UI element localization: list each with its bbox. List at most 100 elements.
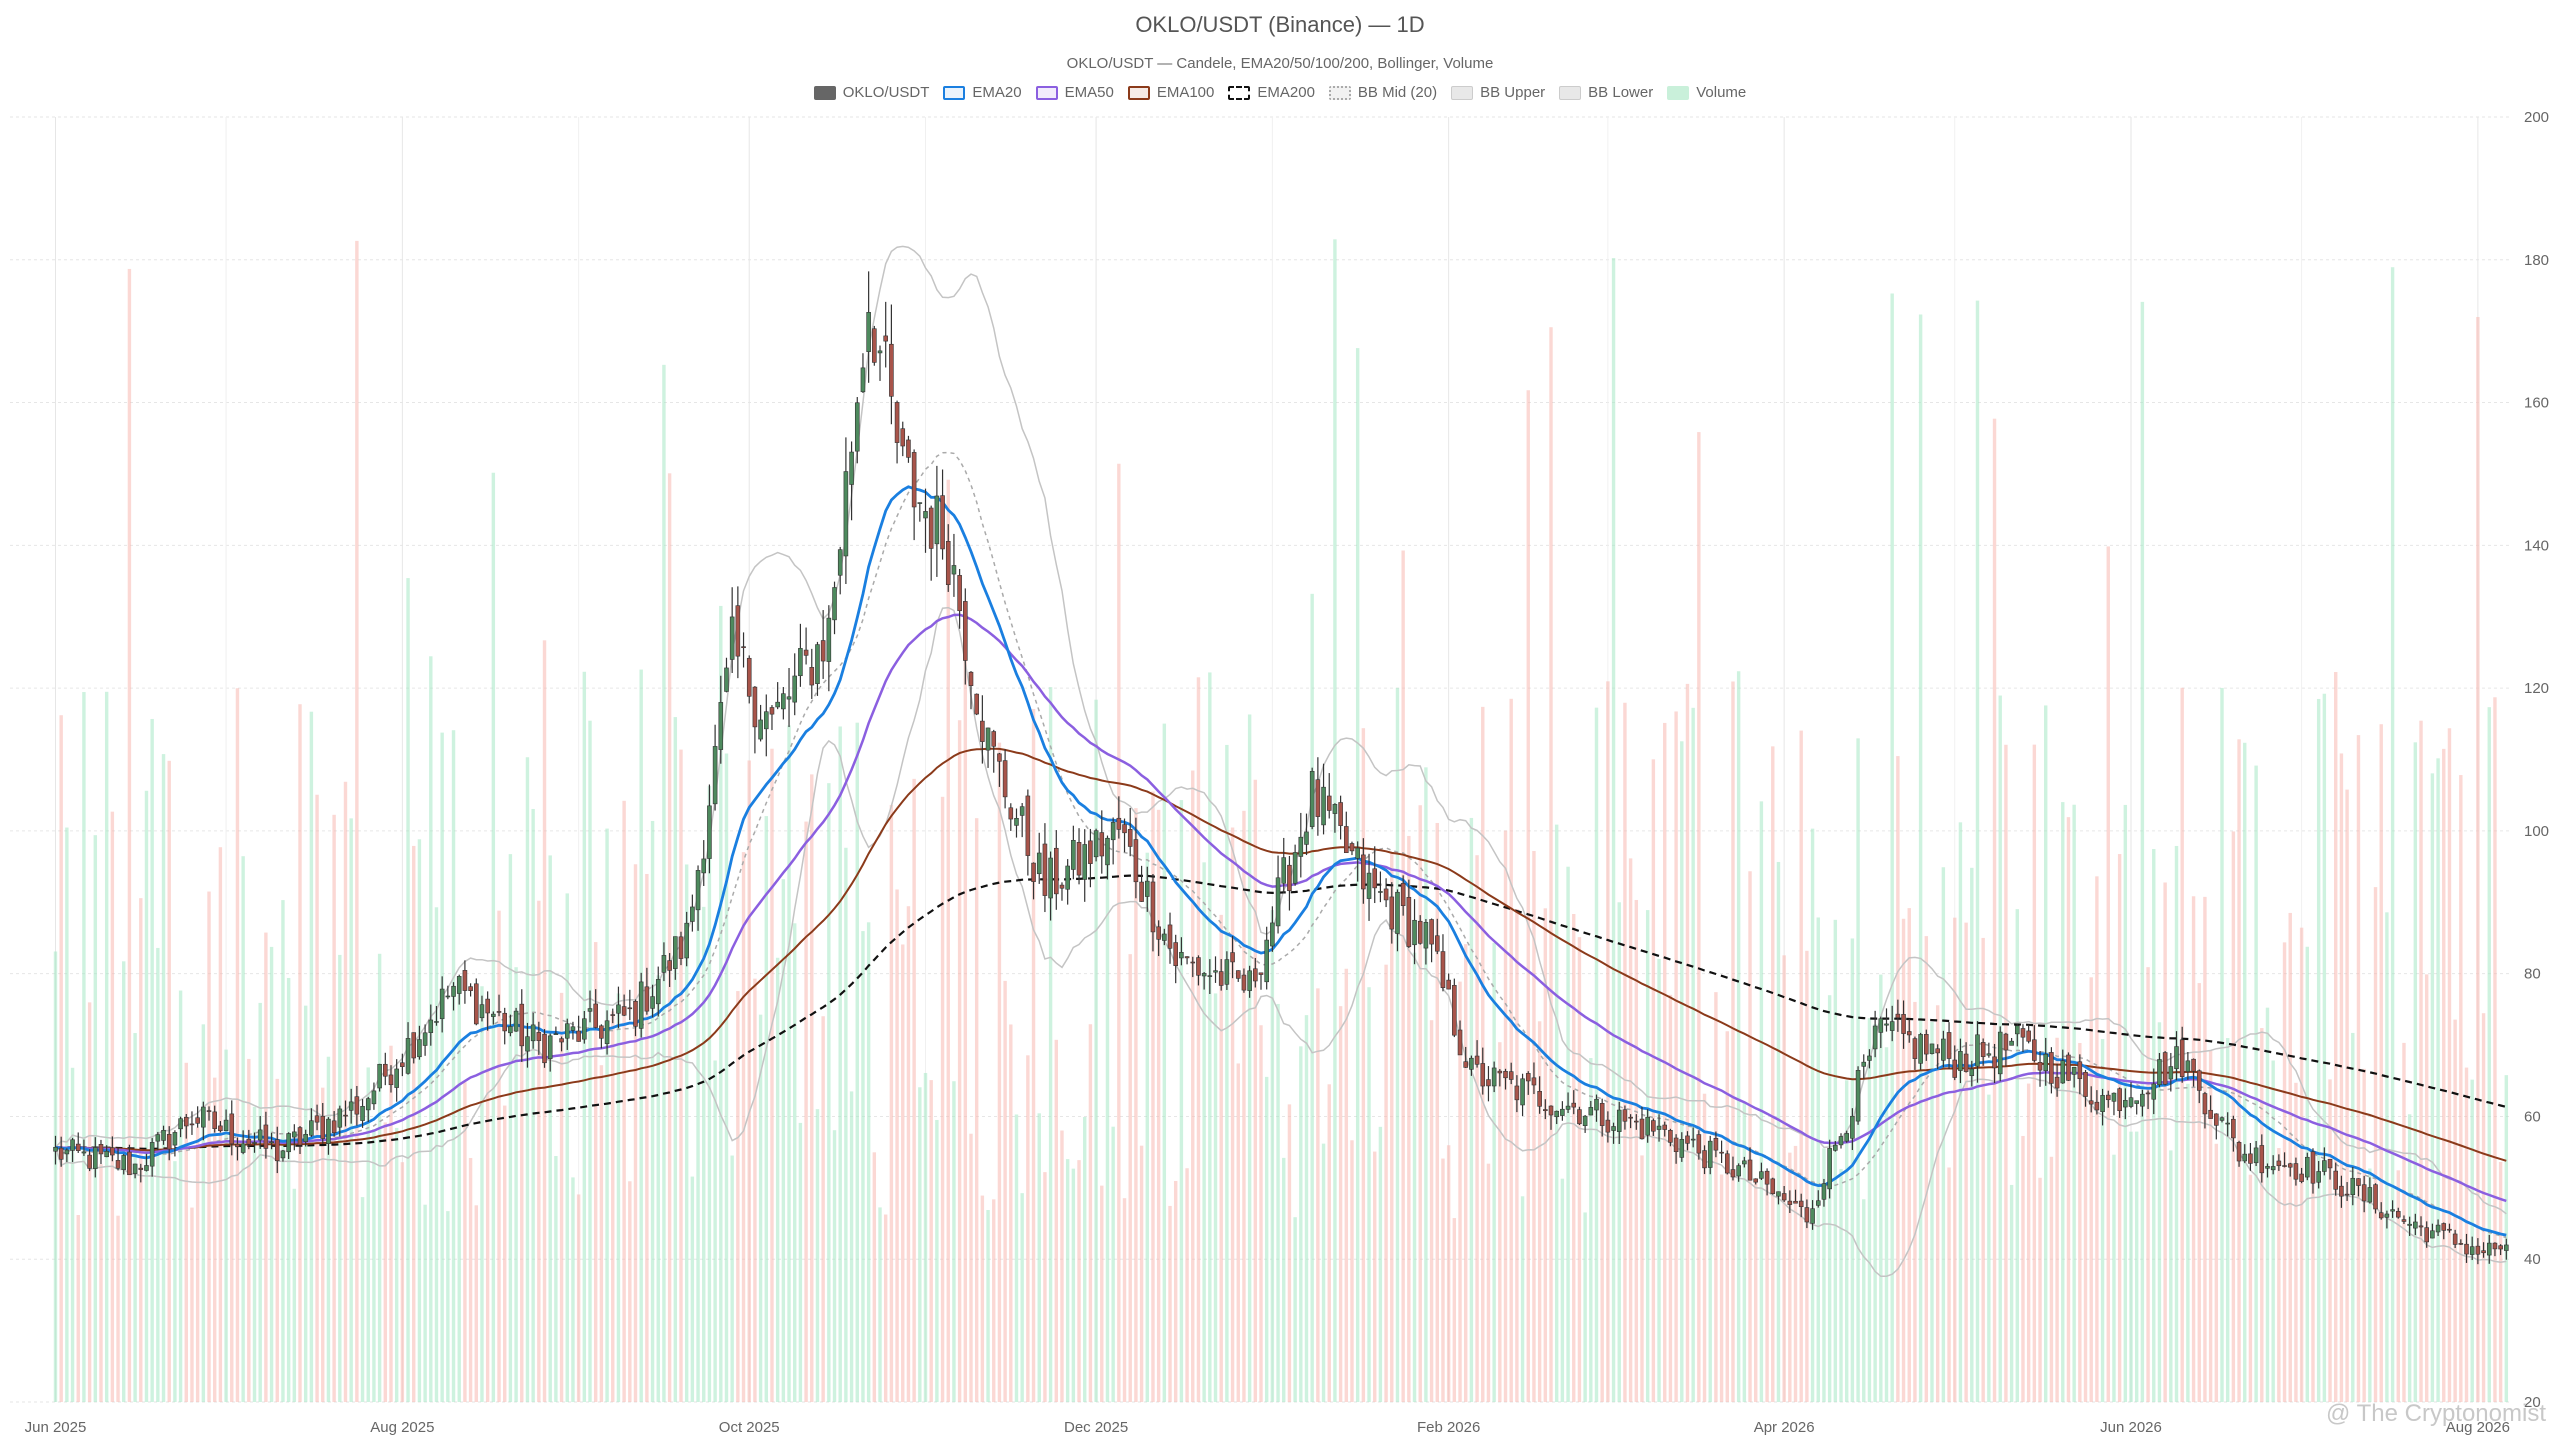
candle-body [2242,1153,2248,1162]
legend-item-ema200[interactable]: EMA200 [1228,84,1315,101]
candle-body [354,1096,360,1115]
candle-body [309,1120,314,1136]
candle-body [1406,897,1412,947]
legend-item-bb-mid[interactable]: BB Mid (20) [1328,84,1437,101]
volume-bar [1890,293,1894,1402]
volume-bar [2396,1170,2400,1402]
candle-body [1400,883,1406,906]
volume-bar [247,1058,251,1402]
volume-bar [1373,1151,1377,1402]
volume-bar [2351,1032,2355,1402]
candle-body [1599,1103,1605,1126]
candle-body [1924,1034,1929,1055]
candle-body [1508,1071,1514,1080]
candle-body [1423,922,1429,949]
candle-body [75,1143,81,1151]
candle-body [735,605,741,657]
candle-body [2134,1100,2139,1104]
candle-body [1281,857,1287,884]
legend-item-bb-upper[interactable]: BB Upper [1451,84,1545,101]
legend-item-ema50[interactable]: EMA50 [1035,84,1114,101]
candle-body [963,601,968,661]
volume-bar [1748,871,1752,1402]
candle-body [434,1021,439,1023]
candle-body [1326,795,1332,811]
volume-bar [1736,671,1741,1402]
legend-item-okloussdt[interactable]: OKLO/USDT [813,84,929,101]
candle-body [1605,1119,1611,1133]
volume-bar [1003,980,1007,1402]
candle-body [2140,1093,2145,1107]
candle-body [513,1010,519,1032]
candle-body [809,667,815,686]
volume-bar [1884,1047,1889,1402]
volume-bar [1970,867,1974,1402]
volume-bar [650,820,655,1402]
candle-body [781,693,786,710]
volume-bar [969,1133,973,1402]
volume-bar [167,760,171,1402]
candle-body [974,693,979,715]
candle-body [2356,1178,2361,1186]
bb-lower-line [54,606,2507,1278]
volume-bar [667,473,672,1402]
candle-body [1417,920,1423,944]
candle-body [144,1165,149,1171]
candle-body [894,402,900,443]
volume-bar [2112,1154,2116,1402]
candle-body [769,707,775,715]
volume-bar [537,900,541,1402]
legend-item-bb-lower[interactable]: BB Lower [1559,84,1653,101]
candle-body [2043,1053,2049,1072]
legend-label-bb-upper: BB Upper [1480,84,1546,101]
volume-bar [1526,390,1530,1402]
candle-body [1344,826,1349,854]
candle-body [1349,843,1355,852]
candle-body [1264,939,1269,983]
volume-bar [2100,1039,2105,1402]
volume-bar [571,1177,575,1402]
volume-bar [889,804,894,1402]
volume-bar [1168,1205,1172,1402]
candle-body [1292,852,1298,884]
volume-bar [548,855,552,1402]
legend-label-ema20: EMA20 [972,84,1022,101]
candle-body [64,1149,70,1155]
volume-bar [702,906,706,1402]
volume-bar [1276,1003,1280,1402]
legend-item-volume[interactable]: Volume [1667,84,1746,101]
candle-body [604,1020,610,1044]
legend-item-ema100[interactable]: EMA100 [1127,84,1214,101]
volume-bar [1628,858,1633,1402]
candle-body [1804,1207,1810,1223]
watermark: @ The Cryptonomist [2326,1400,2546,1427]
candle-body [1270,922,1275,947]
candle-body [758,719,763,740]
x-tick-label: Jun 2026 [2100,1419,2162,1436]
legend-item-ema20[interactable]: EMA20 [943,84,1022,101]
candle-body [610,1014,616,1016]
candle-body [1048,857,1053,899]
volume-bar [781,879,786,1402]
volume-bar [298,704,302,1402]
y-tick-label: 200 [2524,109,2549,126]
volume-bar [736,991,740,1402]
candle-body [365,1098,371,1111]
candle-body [468,986,473,991]
candle-body [1895,1013,1901,1019]
candle-body [2054,1076,2060,1089]
volume-bar [76,1214,80,1402]
volume-bar [485,1000,490,1402]
volume-bar [1702,1093,1707,1402]
y-tick-label: 80 [2524,966,2541,983]
legend-label-bb-lower: BB Lower [1588,84,1654,101]
candle-body [223,1119,229,1132]
candle-body [485,998,490,1014]
volume-bar [935,1119,939,1402]
volume-bar [2220,687,2224,1402]
volume-bar [1674,711,1678,1402]
volume-bar [1100,1185,1104,1402]
volume-bar [1913,1001,1917,1402]
candle-body [1889,1021,1895,1031]
